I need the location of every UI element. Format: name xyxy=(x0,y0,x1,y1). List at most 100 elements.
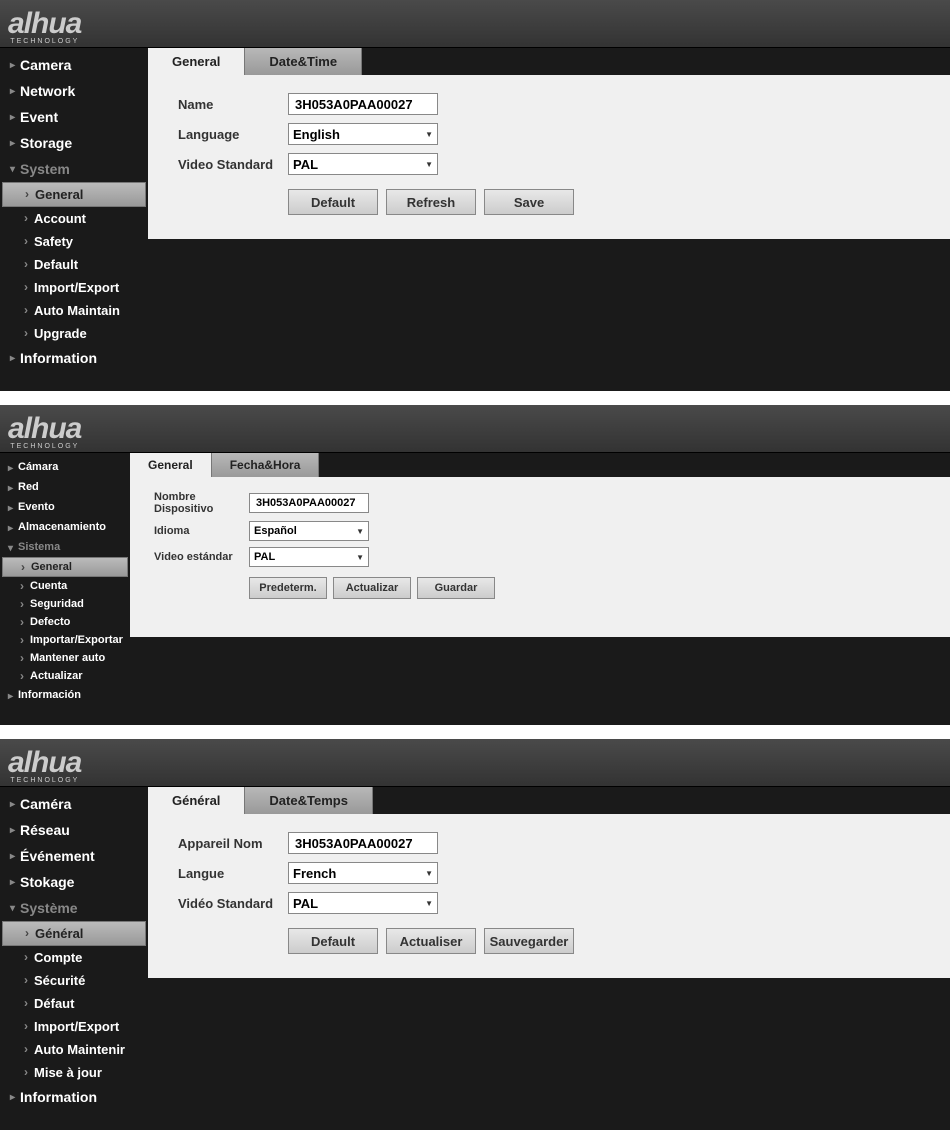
content: GénéralDate&Temps Appareil Nom LangueFrenc… xyxy=(148,787,950,1130)
sidebar: CameraNetworkEventStorageSystemGeneralAc… xyxy=(0,48,148,391)
tab[interactable]: General xyxy=(130,453,212,477)
tabs: GeneralDate&Time xyxy=(148,48,950,75)
form-row-language: LangueFrench xyxy=(178,862,920,884)
nav-sub-item[interactable]: Importar/Exportar xyxy=(0,631,130,649)
refresh-button[interactable]: Refresh xyxy=(386,189,476,215)
tab-body: Nombre DispositivoIdiomaEspañolVideo est… xyxy=(130,477,950,637)
form-row-name: Appareil Nom xyxy=(178,832,920,854)
form-row-language: Idioma Español xyxy=(154,521,926,541)
nav-item[interactable]: Sistema xyxy=(0,537,130,557)
language-label: Idioma xyxy=(154,525,249,537)
nav-sub-item[interactable]: Actualizar xyxy=(0,667,130,685)
refresh-button[interactable]: Actualizar xyxy=(333,577,411,599)
nav-item[interactable]: Cámara xyxy=(0,457,130,477)
nav-item[interactable]: Evento xyxy=(0,497,130,517)
form-row-name: Name xyxy=(178,93,920,115)
body: CámaraRedEventoAlmacenamientoSistemaGene… xyxy=(0,453,950,725)
nav-sub-item[interactable]: Defecto xyxy=(0,613,130,631)
default-button[interactable]: Default xyxy=(288,189,378,215)
nav-item[interactable]: Event xyxy=(0,104,148,130)
name-label: Name xyxy=(178,97,288,112)
name-input[interactable] xyxy=(249,493,369,513)
nav-item[interactable]: Stokage xyxy=(0,869,148,895)
nav-sub-item[interactable]: Default xyxy=(0,253,148,276)
form-row-video: Video estándarPAL xyxy=(154,547,926,567)
nav-item[interactable]: Network xyxy=(0,78,148,104)
panel-2: alhuaTECHNOLOGYCaméraRéseauÉvénementStok… xyxy=(0,739,950,1130)
language-select[interactable]: French xyxy=(288,862,438,884)
content: GeneralFecha&HoraNombre DispositivoIdiom… xyxy=(130,453,950,725)
logo-brand: alhua xyxy=(8,412,81,445)
nav-sub-item[interactable]: Mise à jour xyxy=(0,1061,148,1084)
nav-sub-item[interactable]: Seguridad xyxy=(0,595,130,613)
nav-item[interactable]: Almacenamiento xyxy=(0,517,130,537)
video-label: Video estándar xyxy=(154,551,249,563)
language-value: English xyxy=(293,127,340,142)
default-button[interactable]: Default xyxy=(288,928,378,954)
nav-item[interactable]: Storage xyxy=(0,130,148,156)
language-select[interactable]: English xyxy=(288,123,438,145)
nav-item[interactable]: System xyxy=(0,156,148,182)
nav-item[interactable]: Información xyxy=(0,685,130,705)
video-value: PAL xyxy=(293,896,318,911)
nav-item[interactable]: Réseau xyxy=(0,817,148,843)
video-select[interactable]: PAL xyxy=(288,892,438,914)
nav-item[interactable]: Information xyxy=(0,1084,148,1110)
logo: alhuaTECHNOLOGY xyxy=(8,412,81,446)
nav-item[interactable]: Red xyxy=(0,477,130,497)
nav-sub-item[interactable]: Upgrade xyxy=(0,322,148,345)
tab-body: Appareil Nom LangueFrench Vidéo Standard PA… xyxy=(148,814,950,978)
video-label: Video Standard xyxy=(178,157,288,172)
form-row-video: Vidéo Standard PAL xyxy=(178,892,920,914)
name-label: Appareil Nom xyxy=(178,836,288,851)
save-button[interactable]: Save xyxy=(484,189,574,215)
logo-subtitle: TECHNOLOGY xyxy=(10,38,79,45)
body: CameraNetworkEventStorageSystemGeneralAc… xyxy=(0,48,950,391)
nav-sub-item[interactable]: Cuenta xyxy=(0,577,130,595)
tab[interactable]: Général xyxy=(148,787,245,814)
header: alhuaTECHNOLOGY xyxy=(0,405,950,453)
language-select[interactable]: Español xyxy=(249,521,369,541)
tab[interactable]: Date&Temps xyxy=(245,787,373,814)
nav-sub-item[interactable]: General xyxy=(2,182,146,207)
body: CaméraRéseauÉvénementStokageSystèmeGénér… xyxy=(0,787,950,1130)
nav-sub-item[interactable]: General xyxy=(2,557,128,577)
sidebar: CaméraRéseauÉvénementStokageSystèmeGénér… xyxy=(0,787,148,1130)
nav-sub-item[interactable]: Sécurité xyxy=(0,969,148,992)
nav-sub-item[interactable]: Défaut xyxy=(0,992,148,1015)
nav-sub-item[interactable]: Mantener auto xyxy=(0,649,130,667)
language-label: Language xyxy=(178,127,288,142)
default-button[interactable]: Predeterm. xyxy=(249,577,327,599)
tab[interactable]: Date&Time xyxy=(245,48,362,75)
button-row: Default Actualiser Sauvegarder xyxy=(288,928,920,954)
nav-sub-item[interactable]: Auto Maintenir xyxy=(0,1038,148,1061)
save-button[interactable]: Guardar xyxy=(417,577,495,599)
logo: alhuaTECHNOLOGY xyxy=(8,7,81,41)
save-button[interactable]: Sauvegarder xyxy=(484,928,574,954)
language-value: Español xyxy=(254,525,297,537)
nav-sub-item[interactable]: Import/Export xyxy=(0,276,148,299)
form-row-language: Language English xyxy=(178,123,920,145)
nav-item[interactable]: Système xyxy=(0,895,148,921)
nav-sub-item[interactable]: Import/Export xyxy=(0,1015,148,1038)
nav-item[interactable]: Information xyxy=(0,345,148,371)
tab[interactable]: Fecha&Hora xyxy=(212,453,320,477)
logo-subtitle: TECHNOLOGY xyxy=(10,443,79,450)
nav-sub-item[interactable]: Compte xyxy=(0,946,148,969)
nav-sub-item[interactable]: Général xyxy=(2,921,146,946)
video-select[interactable]: PAL xyxy=(288,153,438,175)
refresh-button[interactable]: Actualiser xyxy=(386,928,476,954)
name-input[interactable] xyxy=(288,832,438,854)
name-input[interactable] xyxy=(288,93,438,115)
nav-sub-item[interactable]: Account xyxy=(0,207,148,230)
nav-sub-item[interactable]: Safety xyxy=(0,230,148,253)
nav-item[interactable]: Caméra xyxy=(0,791,148,817)
tab[interactable]: General xyxy=(148,48,245,75)
tabs: GénéralDate&Temps xyxy=(148,787,950,814)
nav-item[interactable]: Événement xyxy=(0,843,148,869)
video-select[interactable]: PAL xyxy=(249,547,369,567)
nav-item[interactable]: Camera xyxy=(0,52,148,78)
video-label: Vidéo Standard xyxy=(178,896,288,911)
panel-0: alhuaTECHNOLOGY CameraNetworkEventStorage… xyxy=(0,0,950,391)
nav-sub-item[interactable]: Auto Maintain xyxy=(0,299,148,322)
